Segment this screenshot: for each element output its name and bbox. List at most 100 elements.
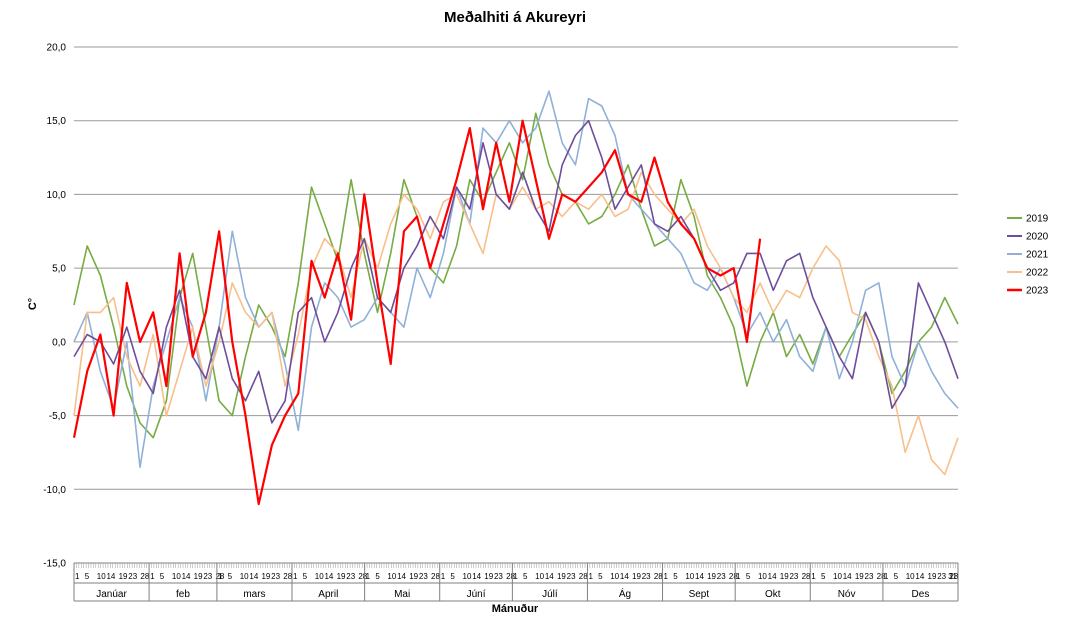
month-label: Mai [394,589,410,600]
day-tick-label: 23 [865,572,874,581]
day-tick-label: 1 [513,572,518,581]
day-tick-label: 14 [472,572,481,581]
day-tick-label: 5 [85,572,90,581]
day-tick-label: 19 [632,572,641,581]
day-tick-label: 14 [397,572,406,581]
y-tick-label: 20,0 [47,43,67,54]
day-tick-label: 23 [642,572,651,581]
y-tick-label: 0,0 [52,337,66,348]
series-lines [72,90,959,506]
day-tick-label: 10 [610,572,619,581]
day-tick-label: 19 [194,572,203,581]
day-tick-label: 23 [128,572,137,581]
chart-title: Meðalhiti á Akureyri [444,9,586,26]
day-tick-label: 19 [855,572,864,581]
day-tick-label: 14 [843,572,852,581]
day-tick-label: 1 [293,572,298,581]
day-tick-label: 1 [736,572,741,581]
day-tick-label: 19 [707,572,716,581]
day-tick-label: 19 [557,572,566,581]
day-tick-label: 23 [494,572,503,581]
y-tick-label: -10,0 [43,485,66,496]
day-tick-label: 5 [673,572,678,581]
month-label: feb [176,589,190,600]
series-line-2020 [73,119,959,424]
month-label: Júní [467,589,486,600]
day-tick-label: 1 [664,572,669,581]
day-tick-label: 23 [937,572,946,581]
day-tick-label: 5 [894,572,899,581]
legend-label-2019: 2019 [1026,214,1049,225]
month-label: Des [912,589,930,600]
day-tick-label: 10 [172,572,181,581]
day-tick-label: 1 [218,572,223,581]
day-tick-label: 10 [906,572,915,581]
day-tick-label: 14 [324,572,333,581]
y-tick-label: 5,0 [52,264,66,275]
legend-label-2021: 2021 [1026,250,1049,261]
day-tick-label: 5 [598,572,603,581]
day-tick-label: 19 [409,572,418,581]
day-tick-label: 1 [441,572,446,581]
day-tick-label: 23 [203,572,212,581]
day-tick-label: 10 [535,572,544,581]
series-line-2021 [73,90,959,469]
day-tick-label: 19 [261,572,270,581]
legend: 2019 2020 2021 2022 2023 [1007,214,1049,297]
day-tick-label: 19 [780,572,789,581]
month-label: mars [243,589,265,600]
day-tick-label: 23 [271,572,280,581]
day-tick-label: 10 [240,572,249,581]
day-tick-label: 19 [928,572,937,581]
day-tick-label: 5 [746,572,751,581]
day-tick-label: 5 [160,572,165,581]
y-axis-title: C° [27,298,39,310]
day-tick-label: 19 [484,572,493,581]
day-tick-label: 10 [387,572,396,581]
day-tick-label: 1 [884,572,889,581]
day-tick-label: 28 [215,572,224,581]
day-tick-label: 23 [789,572,798,581]
day-tick-label: 10 [833,572,842,581]
month-label: Janúar [96,589,127,600]
day-tick-label: 5 [523,572,528,581]
day-tick-label: 14 [545,572,554,581]
day-tick-label: 28 [579,572,588,581]
day-tick-label: 28 [654,572,663,581]
day-tick-label: 28 [431,572,440,581]
day-tick-label: 31 [948,572,957,581]
month-label: Nóv [838,589,856,600]
y-tick-label: -5,0 [49,411,67,422]
legend-label-2020: 2020 [1026,232,1049,243]
x-axis-title: Mánuður [492,603,539,615]
legend-label-2022: 2022 [1026,268,1049,279]
month-label: Ág [619,587,631,600]
series-line-2023 [72,119,762,506]
day-tick-label: 1 [811,572,816,581]
day-tick-label: 5 [228,572,233,581]
month-label: Okt [765,589,781,600]
day-tick-label: 1 [75,572,80,581]
day-tick-label: 23 [419,572,428,581]
day-tick-label: 10 [685,572,694,581]
day-tick-label: 5 [821,572,826,581]
y-tick-label: 15,0 [47,116,67,127]
day-tick-label: 23 [567,572,576,581]
month-label: April [318,589,338,600]
day-tick-label: 23 [717,572,726,581]
day-tick-label: 28 [802,572,811,581]
y-tick-label: -15,0 [43,559,66,570]
series-line-2022 [73,171,959,476]
day-tick-label: 28 [506,572,515,581]
day-tick-label: 1 [588,572,593,581]
day-tick-label: 1 [150,572,155,581]
y-tick-labels: -15,0 -10,0 -5,0 0,0 5,0 10,0 15,0 20,0 [43,43,66,570]
day-tick-label: 19 [337,572,346,581]
day-tick-label: 23 [346,572,355,581]
day-tick-label: 5 [303,572,308,581]
day-tick-label: 14 [768,572,777,581]
day-tick-label: 14 [249,572,258,581]
